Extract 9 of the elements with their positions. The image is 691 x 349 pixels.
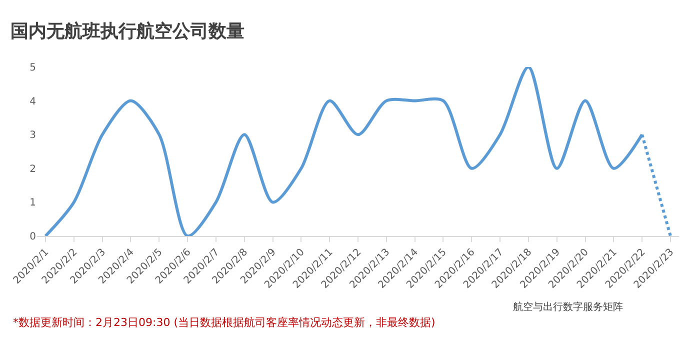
- text: 航空与出行数字服务矩阵: [513, 301, 623, 313]
- y-tick-label: 0: [30, 232, 36, 242]
- y-tick-label: 3: [30, 130, 36, 142]
- chart-title: 国内无航班执行航空公司数量: [10, 21, 244, 42]
- y-tick-label: 5: [30, 62, 36, 74]
- y-tick-label: 2: [30, 164, 36, 175]
- y-tick-label: 4: [30, 96, 36, 108]
- text: *数据更新时间：2月23日09:30 (当日数据根据航司客座率情况动态更新，非最终数据): [13, 316, 436, 329]
- y-tick-label: 1: [30, 198, 36, 209]
